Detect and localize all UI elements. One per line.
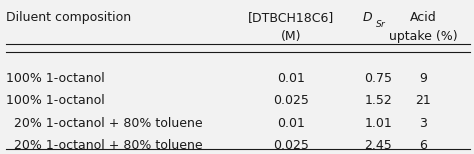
- Text: 0.01: 0.01: [277, 117, 305, 130]
- Text: 1.52: 1.52: [365, 94, 392, 107]
- Text: 100% 1-octanol: 100% 1-octanol: [6, 72, 105, 85]
- Text: 0.025: 0.025: [273, 139, 309, 152]
- Text: (M): (M): [281, 30, 301, 43]
- Text: 0.025: 0.025: [273, 94, 309, 107]
- Text: 21: 21: [415, 94, 431, 107]
- Text: 0.75: 0.75: [365, 72, 392, 85]
- Text: 20% 1-octanol + 80% toluene: 20% 1-octanol + 80% toluene: [6, 117, 203, 130]
- Text: Acid: Acid: [410, 11, 437, 24]
- Text: $\mathit{Sr}$: $\mathit{Sr}$: [375, 18, 387, 29]
- Text: $D$: $D$: [362, 11, 373, 24]
- Text: [DTBCH18C6]: [DTBCH18C6]: [248, 11, 334, 24]
- Text: Diluent composition: Diluent composition: [6, 11, 131, 24]
- Text: uptake (%): uptake (%): [389, 30, 457, 43]
- Text: 6: 6: [419, 139, 427, 152]
- Text: 2.45: 2.45: [365, 139, 392, 152]
- Text: 3: 3: [419, 117, 427, 130]
- Text: 20% 1-octanol + 80% toluene: 20% 1-octanol + 80% toluene: [6, 139, 203, 152]
- Text: 100% 1-octanol: 100% 1-octanol: [6, 94, 105, 107]
- Text: 9: 9: [419, 72, 427, 85]
- Text: 1.01: 1.01: [365, 117, 392, 130]
- Text: 0.01: 0.01: [277, 72, 305, 85]
